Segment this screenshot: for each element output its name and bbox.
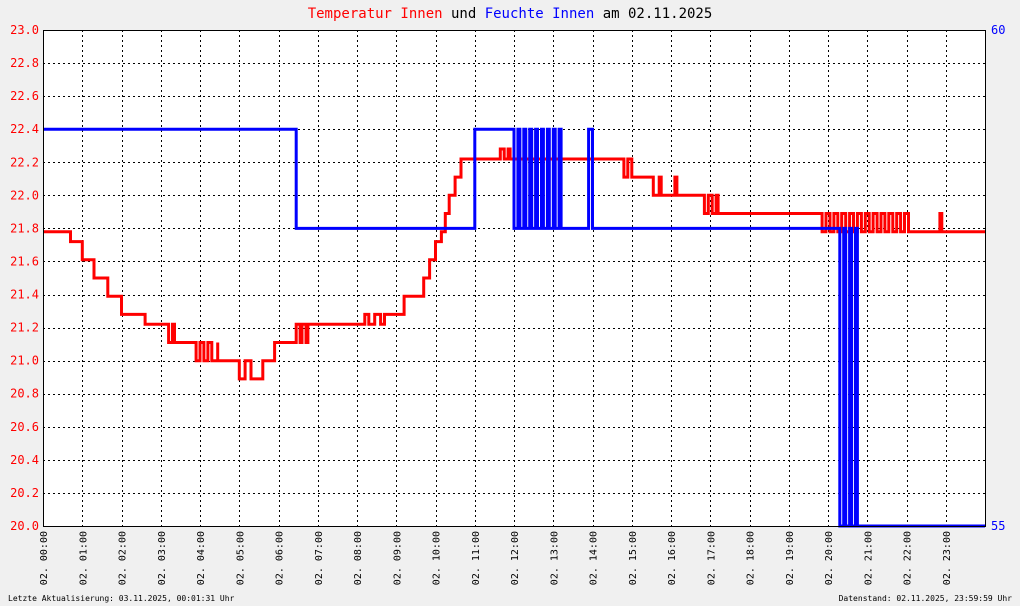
- x-tick-label: 02. 01:00: [78, 531, 89, 585]
- y-left-tick-label: 20.0: [10, 519, 39, 533]
- x-tick-label: 02. 13:00: [549, 531, 560, 585]
- x-tick-label: 02. 05:00: [235, 531, 246, 585]
- y-left-tick-label: 21.6: [10, 254, 39, 268]
- plot-frame: [43, 30, 986, 527]
- y-left-tick-label: 20.6: [10, 420, 39, 434]
- x-tick-label: 02. 20:00: [824, 531, 835, 585]
- y-left-tick-label: 21.4: [10, 288, 39, 302]
- x-tick-label: 02. 04:00: [196, 531, 207, 585]
- y-left-tick-label: 21.8: [10, 221, 39, 235]
- footer-last-update: Letzte Aktualisierung: 03.11.2025, 00:01…: [8, 594, 235, 603]
- y-right-tick-label: 60: [991, 23, 1005, 37]
- plot-background: [43, 30, 985, 526]
- y-right-tick-label: 55: [991, 519, 1005, 533]
- chart-title: Temperatur Innen und Feuchte Innen am 02…: [308, 6, 713, 22]
- x-tick-label: 02. 00:00: [39, 531, 50, 585]
- x-tick-label: 02. 06:00: [275, 531, 286, 585]
- x-tick-label: 02. 02:00: [118, 531, 129, 585]
- series-layer: [43, 127, 985, 528]
- y-left-tick-label: 21.0: [10, 354, 39, 368]
- x-tick-label: 02. 03:00: [157, 531, 168, 585]
- x-tick-label: 02. 23:00: [942, 531, 953, 585]
- x-tick-label: 02. 12:00: [510, 531, 521, 585]
- y-axis-right-labels: 55 60: [991, 23, 1005, 533]
- x-axis-labels: 02. 00:00 02. 01:00 02. 02:00 02. 03:00 02. …: [39, 531, 953, 585]
- x-tick-label: 02. 09:00: [392, 531, 403, 585]
- title-temperature: Temperatur Innen: [308, 6, 443, 22]
- y-left-tick-label: 20.4: [10, 453, 39, 467]
- x-tick-label: 02. 16:00: [667, 531, 678, 585]
- y-left-tick-label: 22.8: [10, 56, 39, 70]
- y-left-tick-label: 22.2: [10, 155, 39, 169]
- x-tick-label: 02. 22:00: [903, 531, 914, 585]
- x-tick-label: 02. 17:00: [706, 531, 717, 585]
- x-tick-label: 02. 14:00: [589, 531, 600, 585]
- x-tick-label: 02. 21:00: [863, 531, 874, 585]
- x-tick-label: 02. 19:00: [785, 531, 796, 585]
- y-left-tick-label: 20.8: [10, 387, 39, 401]
- x-tick-label: 02. 18:00: [746, 531, 757, 585]
- footer-data-status: Datenstand: 02.11.2025, 23:59:59 Uhr: [839, 594, 1013, 603]
- series-humidity-line: [43, 127, 985, 528]
- y-axis-left-labels: 20.0 20.2 20.4 20.6 20.8 21.0 21.2 21.4 21.6 21.8…: [10, 23, 39, 533]
- title-und: und: [443, 6, 485, 22]
- y-left-tick-label: 22.6: [10, 89, 39, 103]
- title-date: am 02.11.2025: [594, 6, 712, 22]
- x-tick-label: 02. 08:00: [353, 531, 364, 585]
- y-left-tick-label: 20.2: [10, 486, 39, 500]
- y-left-tick-label: 22.0: [10, 188, 39, 202]
- x-tick-label: 02. 10:00: [432, 531, 443, 585]
- title-humidity: Feuchte Innen: [485, 6, 595, 22]
- y-left-tick-label: 22.4: [10, 122, 39, 136]
- series-temperature-line: [43, 147, 985, 381]
- y-left-tick-label: 23.0: [10, 23, 39, 37]
- x-tick-label: 02. 11:00: [471, 531, 482, 585]
- y-left-tick-label: 21.2: [10, 321, 39, 335]
- x-tick-label: 02. 07:00: [314, 531, 325, 585]
- x-tick-label: 02. 15:00: [628, 531, 639, 585]
